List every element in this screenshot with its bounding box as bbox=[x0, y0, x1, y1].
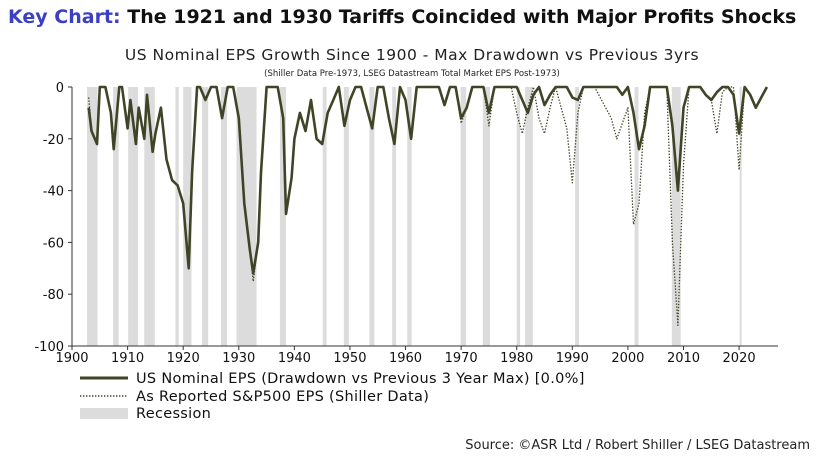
x-tick-label: 1930 bbox=[222, 351, 255, 366]
source-note: Source: ©ASR Ltd / Robert Shiller / LSEG… bbox=[465, 438, 810, 453]
recession-band bbox=[634, 87, 639, 346]
y-tick-label: -80 bbox=[43, 288, 64, 303]
y-tick-label: 0 bbox=[56, 81, 64, 96]
legend: US Nominal EPS (Drawdown vs Previous 3 Y… bbox=[80, 371, 585, 422]
y-tick-label: -40 bbox=[43, 185, 64, 200]
recession-band bbox=[343, 87, 349, 346]
recession-band bbox=[322, 87, 327, 346]
y-tick-label: -100 bbox=[34, 340, 64, 355]
key-chart-label: Key Chart: bbox=[8, 6, 121, 28]
recession-band bbox=[482, 87, 491, 346]
recession-bands bbox=[87, 87, 742, 346]
x-tick-label: 1920 bbox=[167, 351, 200, 366]
x-tick-label: 2020 bbox=[723, 351, 756, 366]
recession-band bbox=[739, 87, 742, 346]
recession-band bbox=[175, 87, 179, 346]
recession-band bbox=[407, 87, 412, 346]
x-tick-label: 2010 bbox=[667, 351, 700, 366]
y-tick-label: -20 bbox=[43, 133, 64, 148]
legend-swatch-recession bbox=[80, 408, 128, 419]
recession-band bbox=[671, 87, 681, 346]
recession-band bbox=[460, 87, 467, 346]
chart-subtitle: (Shiller Data Pre-1973, LSEG Datastream … bbox=[264, 69, 560, 79]
x-tick-label: 1970 bbox=[445, 351, 478, 366]
x-tick-label: 1960 bbox=[389, 351, 422, 366]
recession-band bbox=[128, 87, 139, 346]
recession-band bbox=[183, 87, 192, 346]
chart-title: US Nominal EPS Growth Since 1900 - Max D… bbox=[124, 46, 700, 64]
recession-band bbox=[369, 87, 375, 346]
recession-band bbox=[516, 87, 521, 346]
page-headline: Key Chart: The 1921 and 1930 Tariffs Coi… bbox=[8, 6, 796, 28]
recession-band bbox=[113, 87, 119, 346]
recession-band bbox=[279, 87, 287, 346]
x-tick-label: 1940 bbox=[278, 351, 311, 366]
x-tick-label: 1980 bbox=[500, 351, 533, 366]
x-tick-label: 1990 bbox=[556, 351, 589, 366]
headline-text: The 1921 and 1930 Tariffs Coincided with… bbox=[127, 6, 797, 28]
legend-label: US Nominal EPS (Drawdown vs Previous 3 Y… bbox=[136, 371, 585, 387]
recession-band bbox=[575, 87, 579, 346]
x-tick-label: 1900 bbox=[55, 351, 88, 366]
recession-band bbox=[525, 87, 533, 346]
series-line-sp500-eps bbox=[88, 86, 768, 326]
x-tick-label: 1910 bbox=[111, 351, 144, 366]
recession-band bbox=[392, 87, 397, 346]
x-tick-label: 1950 bbox=[333, 351, 366, 366]
series-lines bbox=[87, 85, 769, 326]
recession-band bbox=[220, 87, 228, 346]
recession-band bbox=[144, 87, 155, 346]
legend-label: As Reported S&P500 EPS (Shiller Data) bbox=[136, 389, 429, 405]
recession-band bbox=[202, 87, 209, 346]
legend-label: Recession bbox=[136, 406, 211, 422]
x-tick-label: 2000 bbox=[611, 351, 644, 366]
recession-band bbox=[87, 87, 98, 346]
y-tick-label: -60 bbox=[43, 236, 64, 251]
